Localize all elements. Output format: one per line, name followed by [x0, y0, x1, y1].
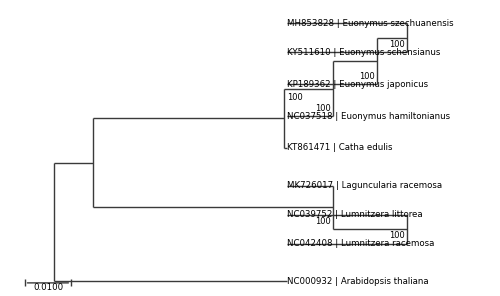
Text: NC039752 | Lumnitzera littorea: NC039752 | Lumnitzera littorea — [287, 210, 422, 219]
Text: MH853828 | Euonymus szechuanensis: MH853828 | Euonymus szechuanensis — [287, 19, 454, 28]
Text: KP189362 | Euonymus japonicus: KP189362 | Euonymus japonicus — [287, 80, 428, 89]
Text: 0.0100: 0.0100 — [33, 283, 63, 292]
Text: 100: 100 — [287, 93, 302, 102]
Text: 100: 100 — [315, 217, 331, 226]
Text: 100: 100 — [388, 40, 404, 49]
Text: NC037518 | Euonymus hamiltonianus: NC037518 | Euonymus hamiltonianus — [287, 112, 450, 120]
Text: KY511610 | Euonymus schensianus: KY511610 | Euonymus schensianus — [287, 48, 440, 57]
Text: 100: 100 — [359, 72, 375, 81]
Text: MK726017 | Laguncularia racemosa: MK726017 | Laguncularia racemosa — [287, 181, 442, 190]
Text: 100: 100 — [388, 231, 404, 240]
Text: 100: 100 — [315, 104, 331, 112]
Text: KT861471 | Catha edulis: KT861471 | Catha edulis — [287, 144, 392, 152]
Text: NC042408 | Lumnitzera racemosa: NC042408 | Lumnitzera racemosa — [287, 239, 434, 248]
Text: NC000932 | Arabidopsis thaliana: NC000932 | Arabidopsis thaliana — [287, 277, 428, 286]
